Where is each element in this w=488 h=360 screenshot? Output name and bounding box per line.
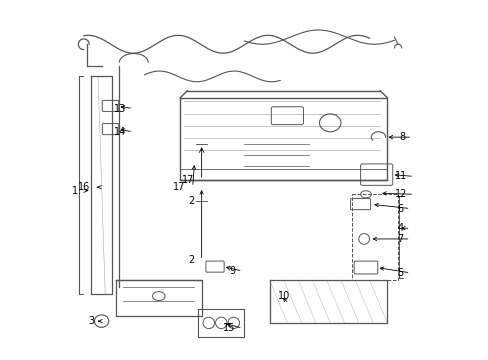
Text: 3: 3: [88, 316, 94, 326]
Text: 17: 17: [182, 175, 194, 185]
Text: 2: 2: [188, 255, 194, 265]
Text: 9: 9: [229, 266, 235, 276]
Text: 13: 13: [113, 104, 125, 113]
Text: 10: 10: [277, 291, 289, 301]
Text: 7: 7: [396, 234, 403, 244]
Text: 6: 6: [397, 203, 403, 213]
Text: 5: 5: [396, 268, 403, 278]
Text: 15: 15: [223, 323, 235, 333]
Text: 1: 1: [71, 186, 78, 196]
Text: 11: 11: [394, 171, 406, 181]
Text: 2: 2: [188, 197, 194, 206]
Text: 8: 8: [398, 132, 405, 142]
Text: 17: 17: [173, 182, 185, 192]
Text: 12: 12: [394, 189, 406, 199]
Text: 14: 14: [113, 127, 125, 137]
Text: 4: 4: [397, 223, 403, 233]
Text: 16: 16: [78, 182, 90, 192]
